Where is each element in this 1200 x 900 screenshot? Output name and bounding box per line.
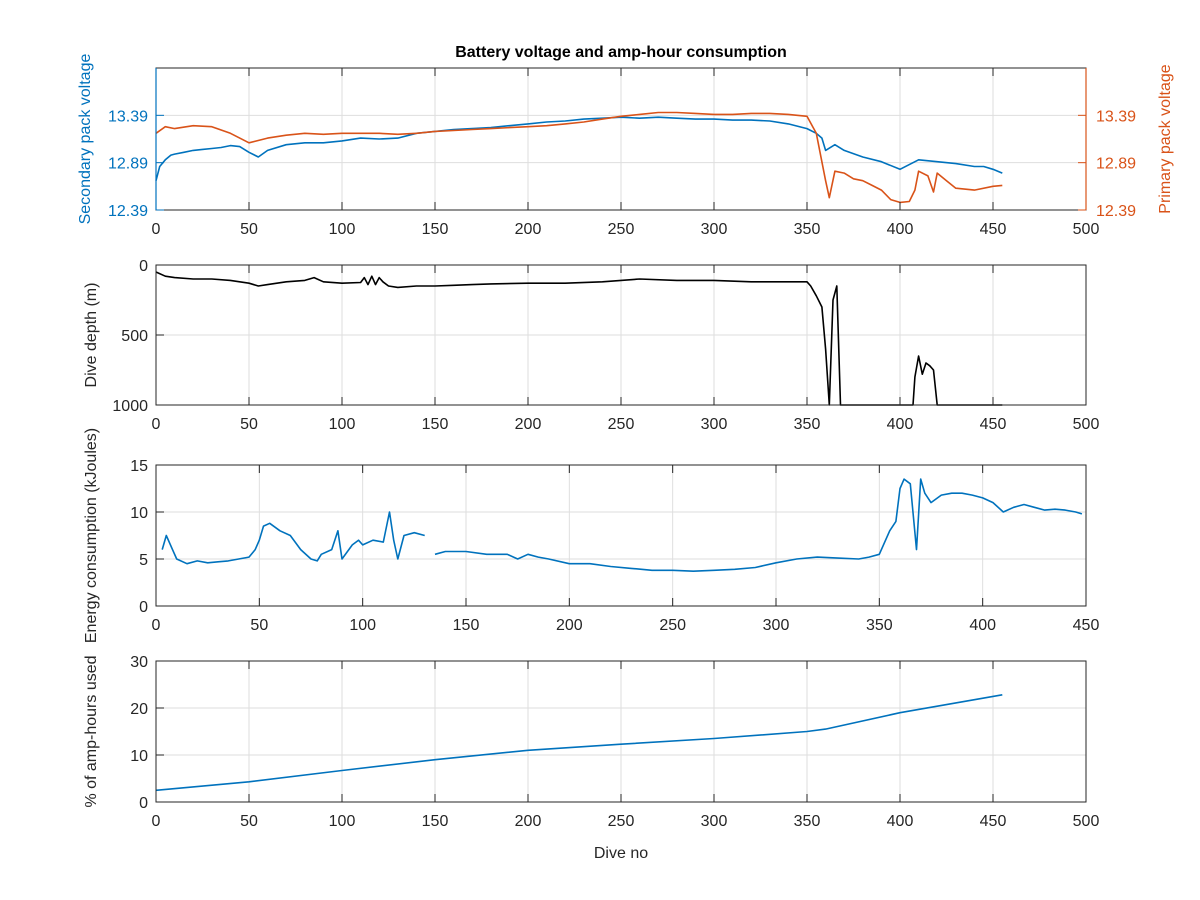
y-right-tick-label: 12.89: [1096, 156, 1136, 173]
x-tick-label: 150: [422, 416, 449, 433]
x-tick-label: 350: [794, 813, 821, 830]
x-tick-label: 450: [980, 813, 1007, 830]
x-tick-label: 50: [240, 416, 258, 433]
y-tick-label: 10: [130, 505, 148, 522]
x-tick-label: 300: [763, 617, 790, 634]
x-tick-label: 400: [969, 617, 996, 634]
x-tick-label: 350: [794, 416, 821, 433]
x-tick-label: 300: [701, 221, 728, 238]
x-tick-label: 100: [349, 617, 376, 634]
subplot-1: 0 50 100 150 200 250 300 350 400 450 50012.3912.89…: [77, 54, 1174, 238]
x-tick-label: 150: [453, 617, 480, 634]
x-tick-label: 200: [515, 813, 542, 830]
y-right-axis-label: Primary pack voltage: [1157, 64, 1174, 213]
x-tick-label: 50: [240, 221, 258, 238]
subplot-4: 0 50 100 150 200 250 300 350 400 450 500 0 10 20 30 % o…: [83, 654, 1099, 862]
x-tick-label: 500: [1073, 813, 1100, 830]
series-line-1: [155, 271, 1003, 406]
x-tick-label: 250: [608, 813, 635, 830]
chart-title: Battery voltage and amp-hour consumption: [455, 44, 787, 61]
subplot-2: 0 50 100 150 200 250 300 350 400 450 500 0 500 1000 Di…: [83, 258, 1099, 433]
y-axis-label: % of amp-hours used: [83, 655, 100, 807]
x-tick-label: 200: [556, 617, 583, 634]
x-tick-label: 400: [887, 813, 914, 830]
x-tick-label: 0: [152, 617, 161, 634]
y-tick-label: 12.89: [108, 156, 148, 173]
series-line-1: [161, 478, 1083, 572]
x-tick-label: 500: [1073, 221, 1100, 238]
x-tick-label: 100: [329, 221, 356, 238]
y-right-tick-label: 12.39: [1096, 203, 1136, 220]
y-tick-label: 1000: [112, 398, 148, 415]
y-tick-label: 5: [139, 552, 148, 569]
y-tick-label: 0: [139, 795, 148, 812]
x-tick-label: 300: [701, 813, 728, 830]
y-tick-label: 500: [121, 328, 148, 345]
y-axis-label: Energy consumption (kJoules): [83, 428, 100, 643]
x-tick-label: 0: [152, 813, 161, 830]
x-tick-label: 100: [329, 416, 356, 433]
y-tick-label: 10: [130, 748, 148, 765]
axes-box: [155, 464, 1087, 607]
y-axis-label: Dive depth (m): [83, 283, 100, 388]
x-tick-label: 100: [329, 813, 356, 830]
y-tick-label: 20: [130, 701, 148, 718]
y-axis-label: Secondary pack voltage: [77, 54, 94, 225]
x-tick-label: 150: [422, 221, 449, 238]
x-tick-label: 150: [422, 813, 449, 830]
x-tick-label: 250: [659, 617, 686, 634]
series-line-1: [155, 116, 1003, 181]
x-tick-label: 0: [152, 416, 161, 433]
y-tick-label: 13.39: [108, 108, 148, 125]
x-tick-label: 500: [1073, 416, 1100, 433]
x-tick-label: 0: [152, 221, 161, 238]
x-axis-label: Dive no: [594, 845, 648, 862]
x-tick-label: 450: [980, 221, 1007, 238]
x-tick-label: 50: [240, 813, 258, 830]
x-tick-label: 350: [794, 221, 821, 238]
x-tick-label: 450: [980, 416, 1007, 433]
x-tick-label: 350: [866, 617, 893, 634]
y-right-tick-label: 13.39: [1096, 108, 1136, 125]
x-tick-label: 250: [608, 221, 635, 238]
subplot-3: 0 50 100 150 200 250 300 350 400 450 0 5 10 15 Energy …: [83, 428, 1099, 643]
x-tick-label: 450: [1073, 617, 1100, 634]
x-tick-label: 200: [515, 221, 542, 238]
y-tick-label: 30: [130, 654, 148, 671]
x-tick-label: 250: [608, 416, 635, 433]
x-tick-label: 400: [887, 221, 914, 238]
series-line-2: [155, 111, 1003, 204]
y-tick-label: 0: [139, 258, 148, 275]
y-tick-label: 12.39: [108, 203, 148, 220]
y-tick-label: 15: [130, 458, 148, 475]
series-line-1: [155, 694, 1003, 792]
x-tick-label: 200: [515, 416, 542, 433]
x-tick-label: 50: [250, 617, 268, 634]
x-tick-label: 400: [887, 416, 914, 433]
y-tick-label: 0: [139, 599, 148, 616]
x-tick-label: 300: [701, 416, 728, 433]
